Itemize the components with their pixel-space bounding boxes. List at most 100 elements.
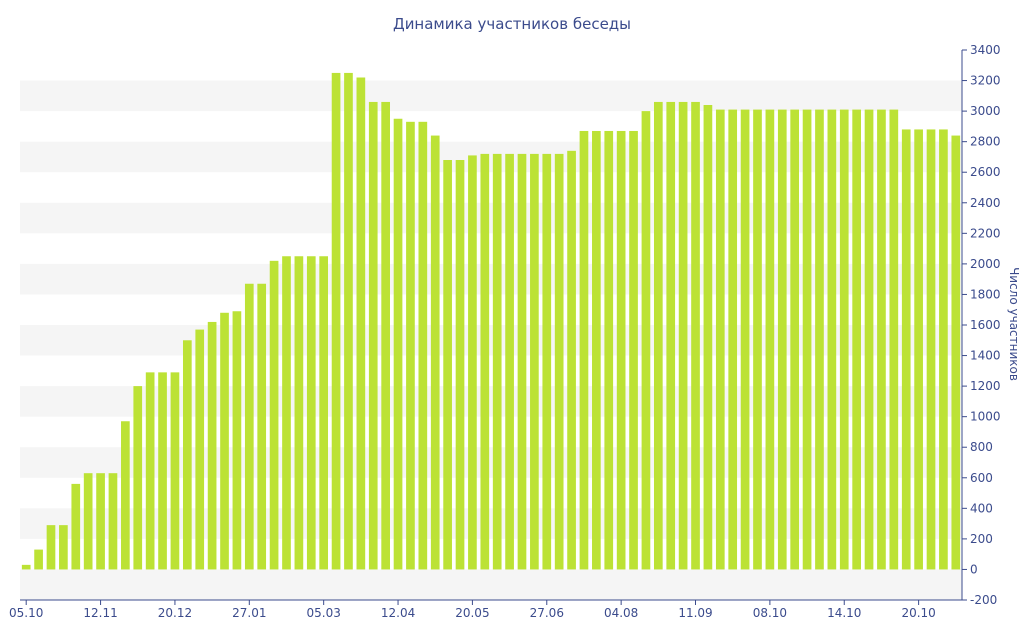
x-tick-label: 14.10	[827, 606, 861, 620]
chart-title: Динамика участников беседы	[393, 15, 631, 33]
bar	[269, 260, 279, 570]
bar	[182, 340, 192, 570]
bar	[579, 130, 589, 570]
bar	[753, 109, 762, 570]
y-tick-label: 2200	[970, 226, 1001, 240]
bar	[852, 109, 861, 570]
bar	[344, 72, 353, 570]
x-tick-label: 20.12	[158, 606, 192, 620]
bar	[790, 109, 800, 570]
bar	[406, 121, 415, 570]
bar	[530, 153, 539, 570]
bar	[220, 312, 229, 570]
bar	[282, 256, 291, 570]
bar	[468, 155, 477, 570]
bar	[492, 153, 502, 570]
bar	[815, 109, 824, 570]
bar	[331, 72, 341, 570]
bar	[356, 77, 366, 570]
bar	[691, 101, 700, 570]
bar	[133, 386, 143, 570]
y-tick-label: 600	[970, 471, 993, 485]
y-tick-label: 200	[970, 532, 993, 546]
bar	[653, 101, 663, 570]
bar	[34, 549, 43, 570]
y-tick-label: -200	[970, 593, 997, 607]
bar	[21, 564, 31, 570]
x-ticks-group: 05.10 12.11 20.12 27.01 05.03 12.04 20.05 27.06…	[9, 600, 936, 620]
bar	[96, 473, 105, 570]
y-tick-label: 2600	[970, 165, 1001, 179]
bar	[517, 153, 527, 570]
x-tick-label: 20.10	[901, 606, 935, 620]
y-tick-label: 1000	[970, 410, 1001, 424]
grid-band	[20, 569, 962, 600]
x-tick-label: 11.09	[678, 606, 712, 620]
bar	[505, 153, 514, 570]
bar	[926, 129, 936, 570]
bar	[430, 135, 440, 570]
bar	[877, 109, 886, 570]
bar	[765, 109, 775, 570]
x-tick-label: 05.03	[306, 606, 340, 620]
x-tick-label: 12.11	[83, 606, 117, 620]
bar	[46, 525, 56, 570]
y-tick-label: 3000	[970, 104, 1001, 118]
bar	[740, 109, 750, 570]
bars-group	[21, 72, 961, 570]
y-tick-label: 3400	[970, 43, 1001, 57]
bar	[455, 160, 465, 570]
bar	[802, 109, 812, 570]
bar	[207, 321, 217, 570]
bar	[170, 372, 180, 570]
bar	[889, 109, 899, 570]
bar	[121, 421, 130, 570]
bar	[666, 101, 676, 570]
bar	[294, 256, 304, 570]
bar	[715, 109, 725, 570]
x-tick-label: 12.04	[381, 606, 415, 620]
bar	[839, 109, 849, 570]
bar	[951, 135, 961, 570]
bar	[616, 130, 626, 570]
bar	[443, 160, 452, 570]
bar	[108, 473, 118, 570]
bar	[306, 256, 316, 570]
bar	[319, 256, 329, 570]
bar	[641, 111, 651, 570]
bar	[542, 153, 552, 570]
y-tick-label: 1200	[970, 379, 1001, 393]
x-tick-label: 27.01	[232, 606, 266, 620]
bar	[257, 283, 267, 570]
bar	[914, 129, 923, 570]
bar	[939, 129, 948, 570]
x-tick-label: 20.05	[455, 606, 489, 620]
y-tick-label: 0	[970, 562, 978, 576]
y-tick-label: 1400	[970, 349, 1001, 363]
grid-band	[20, 80, 962, 112]
bar	[71, 483, 81, 570]
bar	[592, 130, 601, 570]
bar	[777, 109, 787, 570]
x-tick-label: 27.06	[530, 606, 564, 620]
bar	[678, 101, 688, 570]
bar	[864, 109, 874, 570]
bar	[195, 329, 205, 570]
bar	[827, 109, 837, 570]
bar	[567, 150, 576, 570]
bar	[381, 101, 390, 570]
bar	[901, 129, 911, 570]
bar	[418, 121, 428, 570]
bar	[83, 473, 93, 570]
x-tick-label: 08.10	[753, 606, 787, 620]
y-tick-label: 2000	[970, 257, 1001, 271]
bar	[393, 118, 403, 570]
bar	[368, 101, 378, 570]
bar	[145, 372, 155, 570]
bar	[703, 105, 713, 570]
y-ticks-group: -200 0 200 400 600 800 1000 1200 1400 1600 1800 200…	[962, 43, 1001, 607]
y-tick-label: 800	[970, 440, 993, 454]
y-axis-label: Число участников	[1007, 267, 1021, 381]
bar	[158, 372, 167, 570]
